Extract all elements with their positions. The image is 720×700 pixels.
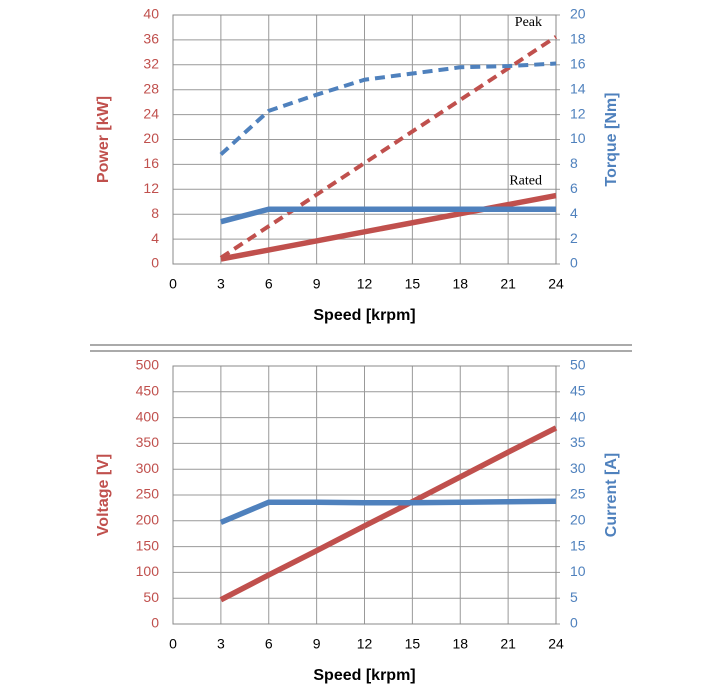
y2-tick-label: 8: [570, 155, 578, 171]
x-tick-label: 21: [500, 276, 516, 292]
x-axis-label: Speed [krpm]: [313, 307, 415, 324]
y2-tick-label: 5: [570, 589, 578, 605]
y-tick-label: 50: [143, 589, 159, 605]
y2-tick-label: 35: [570, 434, 586, 450]
y-axis-label: Voltage [V]: [95, 454, 112, 536]
series-label: Rated: [509, 174, 542, 189]
y-tick-label: 0: [151, 615, 159, 631]
y2-tick-label: 6: [570, 180, 578, 196]
x-tick-label: 12: [357, 636, 373, 652]
y2-tick-label: 10: [570, 563, 586, 579]
plot-frame: [172, 14, 557, 265]
y-tick-label: 450: [136, 383, 160, 399]
x-tick-label: 3: [217, 276, 225, 292]
y-axis-label: Power [kW]: [95, 96, 112, 183]
y-tick-label: 0: [151, 255, 159, 271]
y-tick-label: 350: [136, 434, 160, 450]
x-tick-label: 24: [548, 636, 564, 652]
x-tick-label: 24: [548, 276, 564, 292]
x-tick-label: 9: [313, 636, 321, 652]
y2-tick-label: 0: [570, 615, 578, 631]
series-line: [219, 425, 558, 603]
y-tick-label: 24: [143, 105, 159, 121]
series-line: [220, 206, 556, 225]
x-tick-label: 18: [452, 276, 468, 292]
y2-tick-label: 10: [570, 130, 586, 146]
y2-tick-label: 30: [570, 460, 586, 476]
y-tick-label: 20: [143, 130, 159, 146]
y2-axis-label: Torque [Nm]: [603, 93, 620, 187]
y-tick-label: 16: [143, 155, 159, 171]
y2-tick-label: 20: [570, 512, 586, 528]
x-tick-label: 15: [405, 636, 421, 652]
x-tick-label: 21: [500, 636, 516, 652]
x-tick-label: 15: [405, 276, 421, 292]
x-tick-label: 6: [265, 276, 273, 292]
x-tick-label: 0: [169, 276, 177, 292]
y2-tick-label: 50: [570, 357, 586, 373]
y-tick-label: 250: [136, 486, 160, 502]
x-tick-label: 0: [169, 636, 177, 652]
y2-tick-label: 15: [570, 537, 586, 553]
series-line: [219, 35, 558, 260]
y2-tick-label: 40: [570, 408, 586, 424]
y-tick-label: 32: [143, 56, 159, 72]
y-tick-label: 300: [136, 460, 160, 476]
y-tick-label: 500: [136, 357, 160, 373]
x-tick-label: 12: [357, 276, 373, 292]
y2-tick-label: 0: [570, 255, 578, 271]
series-line: [219, 61, 557, 156]
y2-tick-label: 2: [570, 230, 578, 246]
x-tick-label: 6: [265, 636, 273, 652]
y2-tick-label: 16: [570, 56, 586, 72]
y2-axis-label: Current [A]: [603, 453, 620, 537]
x-tick-label: 9: [313, 276, 321, 292]
y-tick-label: 12: [143, 180, 159, 196]
y2-tick-label: 4: [570, 205, 578, 221]
y2-tick-label: 20: [570, 6, 586, 22]
y-tick-label: 4: [151, 230, 159, 246]
plot-frame: [172, 365, 557, 625]
y2-tick-label: 45: [570, 383, 586, 399]
y-tick-label: 200: [136, 512, 160, 528]
y2-tick-label: 12: [570, 105, 586, 121]
y-tick-label: 400: [136, 408, 160, 424]
y2-tick-label: 14: [570, 80, 586, 96]
y2-tick-label: 18: [570, 31, 586, 47]
y-tick-label: 100: [136, 563, 160, 579]
series-label: Peak: [515, 15, 542, 30]
y-tick-label: 8: [151, 205, 159, 221]
x-tick-label: 18: [452, 636, 468, 652]
series-line: [219, 498, 557, 525]
y-tick-label: 40: [143, 6, 159, 22]
series-line: [220, 192, 557, 262]
y-tick-label: 150: [136, 537, 160, 553]
y2-tick-label: 25: [570, 486, 586, 502]
x-axis-label: Speed [krpm]: [313, 667, 415, 684]
y-tick-label: 28: [143, 80, 159, 96]
y-tick-label: 36: [143, 31, 159, 47]
x-tick-label: 3: [217, 636, 225, 652]
